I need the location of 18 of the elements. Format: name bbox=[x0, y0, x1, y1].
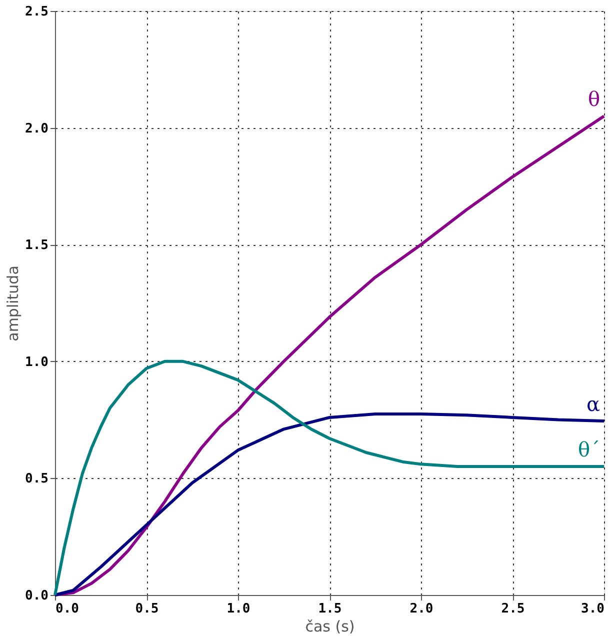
x-tick-label: 3.0 bbox=[581, 602, 605, 616]
x-tick-label: 0.0 bbox=[56, 602, 80, 616]
x-tick-label: 0.5 bbox=[135, 602, 159, 616]
x-tick-label: 2.5 bbox=[501, 602, 525, 616]
y-tick-label: 0.5 bbox=[25, 472, 48, 487]
y-tick-label: 1.5 bbox=[25, 238, 48, 254]
x-tick-label: 1.5 bbox=[318, 602, 342, 616]
y-tick-label: 1.0 bbox=[25, 354, 49, 370]
series-label: θ´ bbox=[578, 438, 600, 462]
x-axis-title: čas (s) bbox=[305, 618, 355, 636]
y-axis-title: amplituda bbox=[4, 266, 22, 342]
series-label: α bbox=[586, 392, 600, 416]
series-label: θ bbox=[588, 87, 600, 112]
y-tick-label: 2.0 bbox=[25, 121, 49, 136]
x-tick-label: 2.0 bbox=[410, 602, 434, 616]
y-tick-label: 2.5 bbox=[25, 4, 48, 20]
y-tick-label: 0.0 bbox=[25, 588, 49, 604]
x-tick-label: 1.0 bbox=[226, 602, 250, 616]
